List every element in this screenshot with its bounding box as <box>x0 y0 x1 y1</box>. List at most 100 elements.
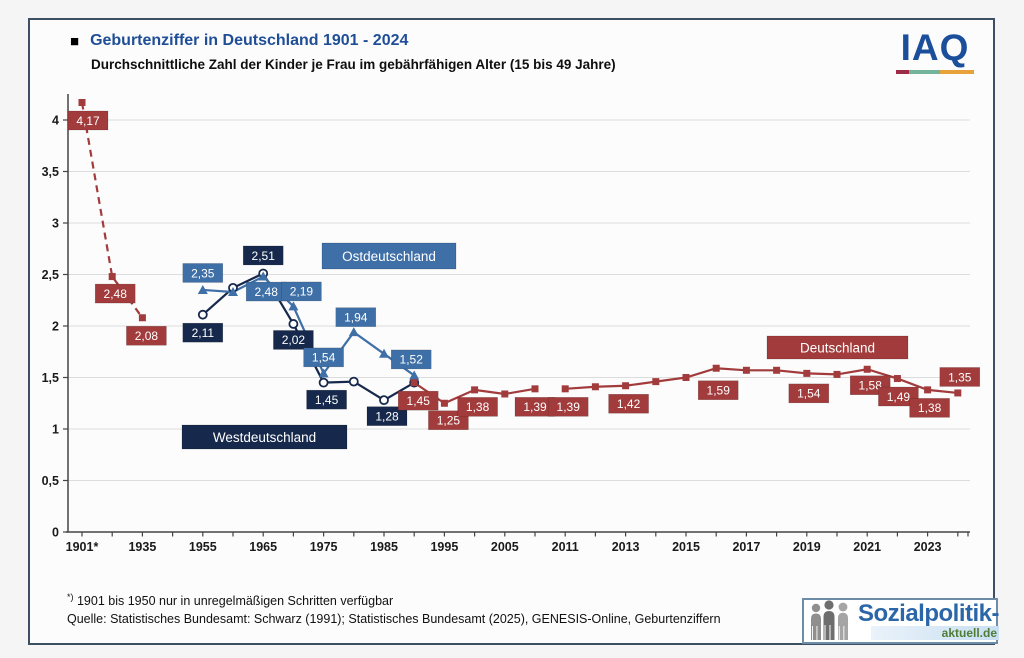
value-label: 1,59 <box>707 384 731 398</box>
iaq-underline-segment-3 <box>939 70 974 75</box>
value-label-box <box>909 398 950 418</box>
source-line: Quelle: Statistisches Bundesamt: Schwarz… <box>67 612 721 626</box>
legend-label: Ostdeutschland <box>342 249 436 264</box>
value-label: 2,48 <box>104 287 128 301</box>
x-tick-label: 2021 <box>853 540 881 554</box>
marker-deutschland <box>924 386 932 394</box>
value-label-box <box>303 347 344 368</box>
value-label: 1,42 <box>617 397 641 411</box>
value-label-box <box>547 397 589 417</box>
x-tick-label: 2013 <box>612 540 640 554</box>
y-tick-label: 3 <box>52 217 59 231</box>
x-tick-label: 2015 <box>672 540 700 554</box>
value-label: 1,39 <box>523 400 547 414</box>
marker-westdeutschland <box>197 309 208 320</box>
value-label-box <box>242 245 284 266</box>
value-label: 1,94 <box>344 310 368 324</box>
legend-box-ostdeutschland <box>321 242 457 270</box>
marker-deutschland <box>501 390 509 398</box>
legend-label: Deutschland <box>800 340 875 355</box>
marker-ostdeutschland <box>228 287 238 297</box>
x-tick-label: 1985 <box>370 540 398 554</box>
value-label-box <box>182 322 224 343</box>
series-line-deutschland <box>565 367 958 395</box>
value-label: 4,17 <box>76 114 100 128</box>
chart-frame: 0 0,5 1 1,5 2 2,5 3 3,5 4 1901* 1935 1955 1965 1975 19… <box>28 18 1000 645</box>
marker-deutschland <box>742 366 750 374</box>
marker-ostdeutschland <box>348 327 359 337</box>
footnote-text: 1901 bis 1950 nur in unregelmäßigen Schr… <box>76 594 394 609</box>
x-tick-label: 1935 <box>128 540 156 554</box>
marker-deutschland <box>893 375 901 383</box>
iaq-logo-text: IAQ <box>900 27 970 68</box>
iaq-underline-segment-2 <box>909 70 940 75</box>
marker-deutschland <box>561 385 569 393</box>
value-label: 2,48 <box>255 285 279 299</box>
marker-deutschland <box>108 273 116 281</box>
legend-box-deutschland <box>766 335 909 360</box>
y-tick-label: 1 <box>52 423 59 437</box>
value-label-box <box>94 283 136 304</box>
value-label: 2,35 <box>191 266 215 280</box>
marker-westdeutschland <box>318 377 329 388</box>
series-line-deutschland <box>80 102 144 319</box>
value-label: 1,38 <box>466 400 490 414</box>
marker-deutschland <box>471 386 479 394</box>
y-tick-label: 2,5 <box>42 268 59 282</box>
value-label: 1,52 <box>400 353 424 367</box>
value-label-box <box>457 397 498 417</box>
marker-ostdeutschland <box>409 370 420 380</box>
marker-deutschland <box>622 382 630 390</box>
chart-title: Geburtenziffer in Deutschland 1901 - 202… <box>90 32 409 49</box>
x-tick-label: 1995 <box>430 540 458 554</box>
value-label-box <box>335 307 377 327</box>
title-bullet-icon: ■ <box>70 32 80 50</box>
y-tick-label: 2 <box>52 320 59 334</box>
value-label-box <box>67 110 109 131</box>
value-label-box <box>788 383 830 404</box>
value-label: 2,02 <box>282 333 306 347</box>
marker-deutschland <box>682 374 690 381</box>
chart-header: ■ Geburtenziffer in Deutschland 1901 - 2… <box>70 32 408 50</box>
marker-ostdeutschland <box>197 284 208 294</box>
marker-deutschland <box>773 366 781 374</box>
sozialpolitik-logo: Sozialpolitik- aktuell.de <box>802 598 1000 644</box>
marker-deutschland <box>954 389 962 397</box>
value-label: 1,45 <box>407 394 431 408</box>
x-tick-label: 1965 <box>249 540 277 554</box>
y-tick-label: 0 <box>52 526 59 540</box>
x-tick-label: 2019 <box>793 540 821 554</box>
legend-label: Westdeutschland <box>213 430 316 445</box>
sozialpolitik-title: Sozialpolitik- <box>858 600 1000 627</box>
value-label: 1,35 <box>948 370 972 384</box>
value-label: 1,54 <box>312 351 336 365</box>
marker-ostdeutschland <box>258 271 269 281</box>
value-label-box <box>281 281 322 302</box>
chart-subtitle: Durchschnittliche Zahl der Kinder je Fra… <box>91 57 616 72</box>
marker-deutschland <box>138 314 146 322</box>
x-tick-label: 2017 <box>732 540 760 554</box>
marker-deutschland <box>833 370 841 378</box>
sozialpolitik-bar: aktuell.de <box>871 626 1000 640</box>
value-label: 2,08 <box>135 329 159 343</box>
value-label: 1,28 <box>375 409 399 423</box>
x-tick-label: 2023 <box>914 540 942 554</box>
marker-deutschland <box>78 98 86 106</box>
value-label-box <box>273 330 314 350</box>
marker-deutschland <box>591 383 599 391</box>
value-label-box <box>397 390 439 411</box>
value-label-box <box>126 326 167 346</box>
x-tick-label: 2011 <box>552 540 579 554</box>
marker-ostdeutschland <box>288 301 299 311</box>
value-label: 1,38 <box>918 401 942 415</box>
marker-deutschland <box>531 385 539 393</box>
value-label: 2,11 <box>192 326 215 340</box>
value-label-box <box>608 393 649 414</box>
sozialpolitik-logo-text: Sozialpolitik- aktuell.de <box>858 600 1000 640</box>
marker-westdeutschland <box>379 395 389 406</box>
x-tick-label: 1975 <box>310 540 338 554</box>
iaq-underline-segment-1 <box>896 70 910 75</box>
value-label-box <box>939 367 981 387</box>
iaq-logo-underline <box>896 70 974 75</box>
marker-deutschland <box>712 364 720 372</box>
